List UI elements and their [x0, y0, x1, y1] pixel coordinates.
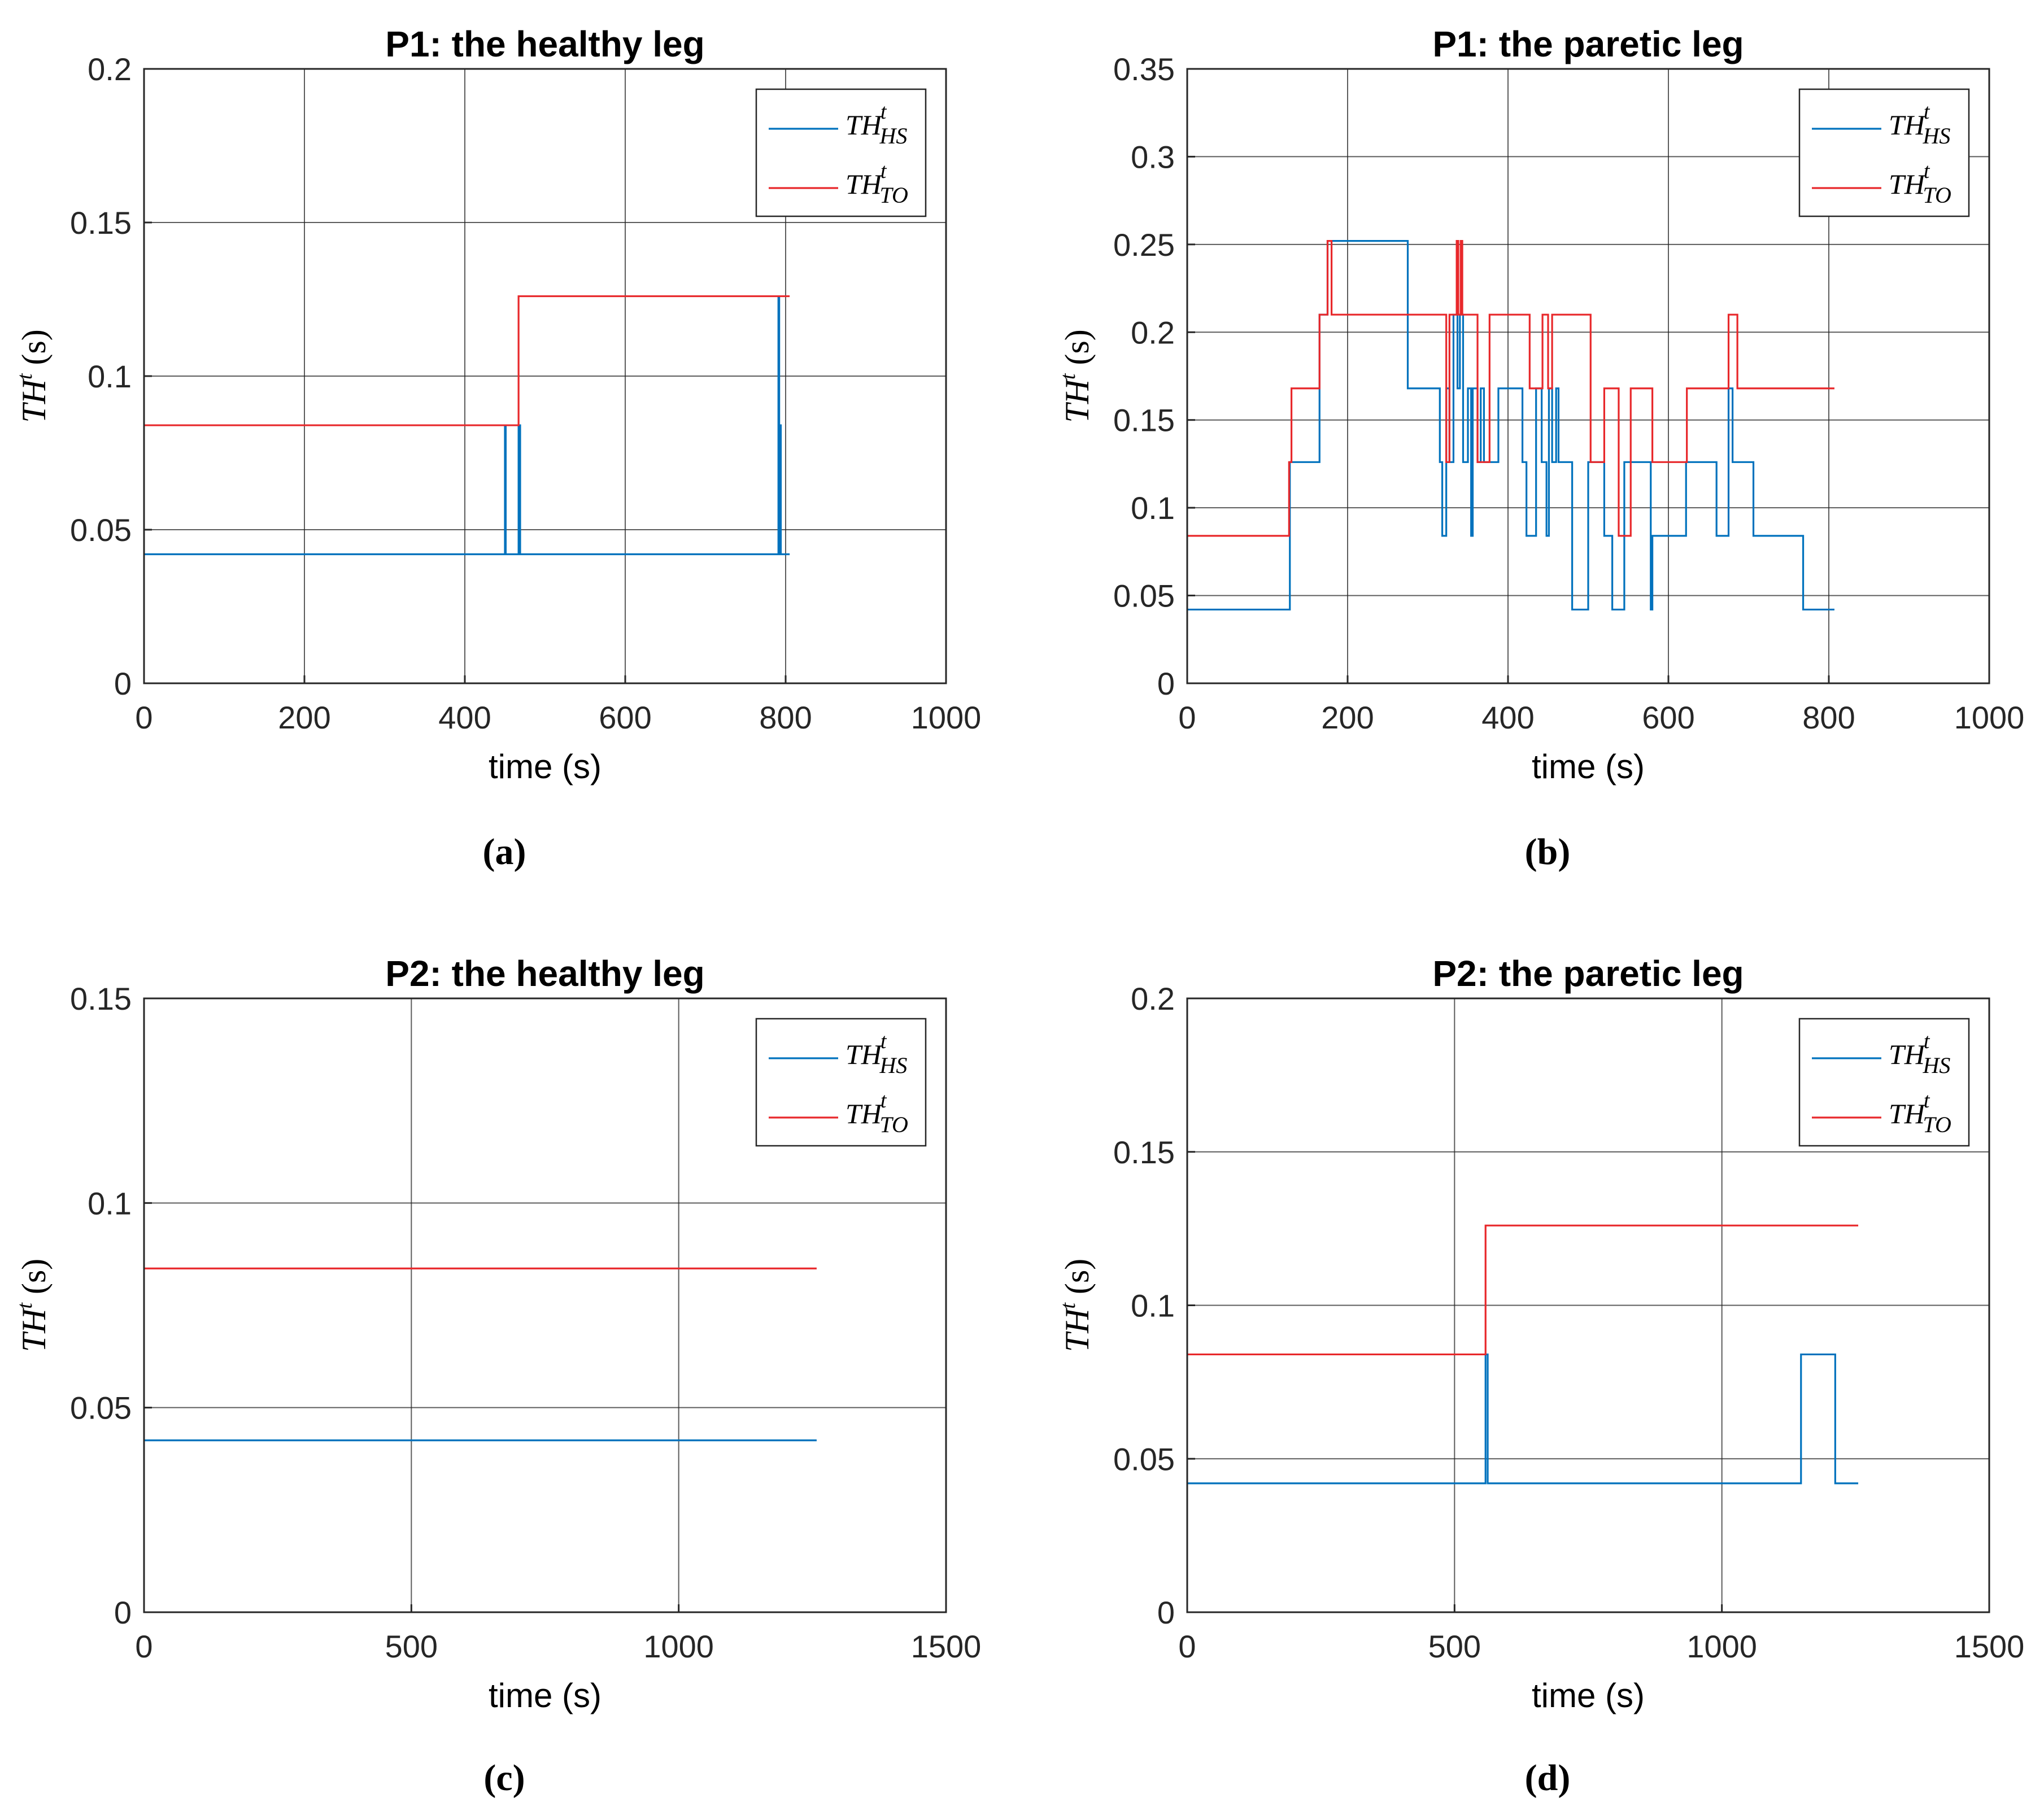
x-tick-label: 1500 [911, 1629, 982, 1664]
legend-entry-to: THt TO [846, 1089, 908, 1137]
y-tick-label: 0.05 [70, 1390, 132, 1426]
legend-entry-hs: THt HS [846, 1029, 907, 1078]
x-axis-label: time (s) [489, 1677, 602, 1714]
chart-panel-2: 0 200 400 600 800 1000 0 0.05 0.1 0.15 0.2 0.25 0.3 0… [1056, 24, 2024, 872]
x-tick-label: 800 [1802, 700, 1855, 735]
y-tick-label: 0.05 [70, 512, 132, 548]
y-tick-label: 0.1 [88, 359, 132, 394]
panel-caption: (c) [483, 1757, 525, 1799]
y-axis-label: THt (s) [1056, 329, 1096, 423]
x-tick-label: 500 [385, 1629, 438, 1664]
y-tick-label: 0 [114, 1595, 132, 1630]
legend-box [755, 88, 927, 217]
y-tick-label: 0.1 [1131, 1288, 1175, 1324]
x-tick-label: 1000 [643, 1629, 714, 1664]
x-tick-label: 400 [438, 700, 491, 735]
chart-title: P1: the healthy leg [385, 24, 704, 64]
panel-caption: (b) [1525, 831, 1571, 872]
y-axis-label: THt (s) [13, 1259, 53, 1352]
y-tick-label: 0.05 [1113, 1441, 1175, 1477]
series-line-to [1187, 1224, 1859, 1356]
axes-box [143, 997, 947, 1613]
x-tick-label: 1000 [911, 700, 982, 735]
y-tick-label: 0.1 [1131, 490, 1175, 526]
x-tick-label: 600 [599, 700, 651, 735]
legend-entry-hs: THt HS [1889, 1029, 1950, 1078]
chart-title: P2: the healthy leg [385, 953, 704, 994]
x-tick-label: 0 [135, 1629, 152, 1664]
x-axis-label: time (s) [489, 748, 602, 786]
y-tick-label: 0.2 [1131, 315, 1175, 350]
chart-title: P2: the paretic leg [1432, 953, 1744, 994]
x-tick-label: 200 [1321, 700, 1374, 735]
legend: THt HS THt TO [755, 88, 927, 217]
series-line-to [1187, 240, 1834, 537]
x-axis-label: time (s) [1532, 1677, 1645, 1714]
x-tick-label: 600 [1642, 700, 1694, 735]
legend-entry-to: THt TO [846, 159, 908, 208]
x-tick-label: 0 [1178, 1629, 1196, 1664]
x-tick-label: 200 [278, 700, 330, 735]
x-tick-label: 500 [1428, 1629, 1481, 1664]
legend: THt HS THt TO [1798, 1018, 1970, 1147]
y-tick-label: 0 [1157, 666, 1175, 701]
chart-panel-3: 0 500 1000 1500 0 0.05 0.1 0.15 P2: the healthy … [13, 953, 981, 1799]
x-tick-label: 800 [759, 700, 812, 735]
y-tick-label: 0.25 [1113, 227, 1175, 263]
panel-caption: (d) [1525, 1757, 1571, 1799]
x-tick-label: 1500 [1954, 1629, 2025, 1664]
x-tick-label: 1000 [1686, 1629, 1757, 1664]
y-tick-label: 0.15 [70, 981, 132, 1016]
y-tick-label: 0.35 [1113, 51, 1175, 87]
x-tick-label: 1000 [1954, 700, 2025, 735]
y-axis-label: THt (s) [13, 329, 53, 423]
legend-entry-to: THt TO [1889, 159, 1951, 208]
chart-title: P1: the paretic leg [1432, 24, 1744, 64]
y-tick-label: 0.05 [1113, 578, 1175, 614]
y-tick-label: 0 [114, 666, 132, 701]
y-tick-label: 0.15 [70, 205, 132, 241]
legend-entry-to: THt TO [1889, 1089, 1951, 1137]
series-line-to [144, 295, 790, 426]
y-tick-label: 0.15 [1113, 403, 1175, 438]
legend-box [755, 1018, 927, 1147]
x-axis-label: time (s) [1532, 748, 1645, 786]
legend: THt HS THt TO [1798, 88, 1970, 217]
panel-caption: (a) [483, 831, 526, 872]
y-tick-label: 0.15 [1113, 1134, 1175, 1170]
legend-box [1798, 88, 1970, 217]
y-tick-label: 0.2 [1131, 981, 1175, 1016]
axes-box [1186, 68, 1990, 684]
x-tick-label: 0 [135, 700, 152, 735]
chart-panel-1: 0 200 400 600 800 1000 0 0.05 0.1 0.15 0.2 P1: the … [13, 24, 981, 872]
y-tick-label: 0 [1157, 1595, 1175, 1630]
y-axis-label: THt (s) [1056, 1259, 1096, 1352]
legend-entry-hs: THt HS [1889, 100, 1950, 149]
y-tick-label: 0.2 [88, 51, 132, 87]
y-tick-label: 0.1 [88, 1185, 132, 1221]
y-tick-label: 0.3 [1131, 139, 1175, 174]
legend-box [1798, 1018, 1970, 1147]
legend-entry-hs: THt HS [846, 100, 907, 149]
series-line-hs [1187, 1353, 1859, 1485]
x-tick-label: 0 [1178, 700, 1196, 735]
legend: THt HS THt TO [755, 1018, 927, 1147]
x-tick-label: 400 [1481, 700, 1534, 735]
chart-panel-4: 0 500 1000 1500 0 0.05 0.1 0.15 0.2 P2: the paret… [1056, 953, 2024, 1799]
